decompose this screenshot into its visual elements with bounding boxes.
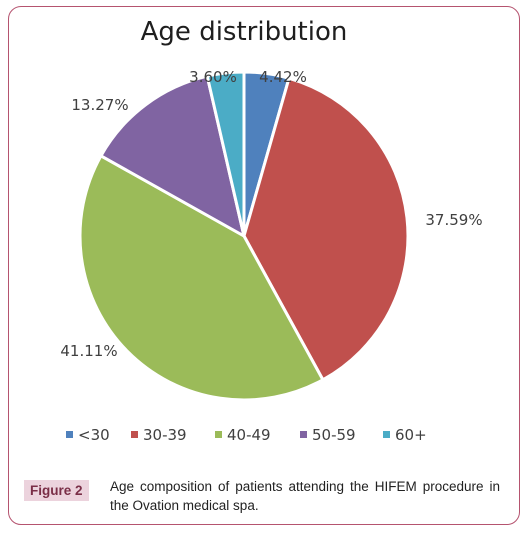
chart-title: Age distribution bbox=[141, 17, 348, 47]
data-label-5: 3.60% bbox=[189, 68, 237, 86]
pie-slice-5 bbox=[205, 70, 246, 238]
pie-slice-3 bbox=[78, 154, 325, 402]
pie-slice-4 bbox=[99, 74, 246, 238]
legend-label-5: 60+ bbox=[395, 426, 427, 444]
legend-label-4: 50-59 bbox=[312, 426, 356, 444]
legend-label-2: 30-39 bbox=[143, 426, 187, 444]
legend-label-3: 40-49 bbox=[227, 426, 271, 444]
figure-label: Figure 2 bbox=[24, 480, 89, 501]
pie-chart: Age distribution 4.42% 37.59% 41.11% 13.27%… bbox=[60, 17, 482, 444]
legend-swatch-4 bbox=[300, 431, 307, 438]
legend-swatch-5 bbox=[383, 431, 390, 438]
legend-swatch-3 bbox=[215, 431, 222, 438]
data-label-3: 41.11% bbox=[60, 342, 117, 360]
data-label-2: 37.59% bbox=[425, 211, 482, 229]
figure-frame bbox=[8, 6, 520, 525]
caption-text: Age composition of patients attending th… bbox=[110, 479, 500, 513]
pie-slices bbox=[78, 70, 410, 402]
legend-swatch-1 bbox=[66, 431, 73, 438]
data-label-4: 13.27% bbox=[71, 96, 128, 114]
pie-slice-2 bbox=[242, 76, 410, 382]
legend-label-1: <30 bbox=[78, 426, 110, 444]
legend: <30 30-39 40-49 50-59 60+ bbox=[66, 426, 427, 444]
pie-labels: 4.42% 37.59% 41.11% 13.27% 3.60% bbox=[60, 68, 482, 360]
legend-swatch-2 bbox=[131, 431, 138, 438]
data-label-1: 4.42% bbox=[259, 68, 307, 86]
